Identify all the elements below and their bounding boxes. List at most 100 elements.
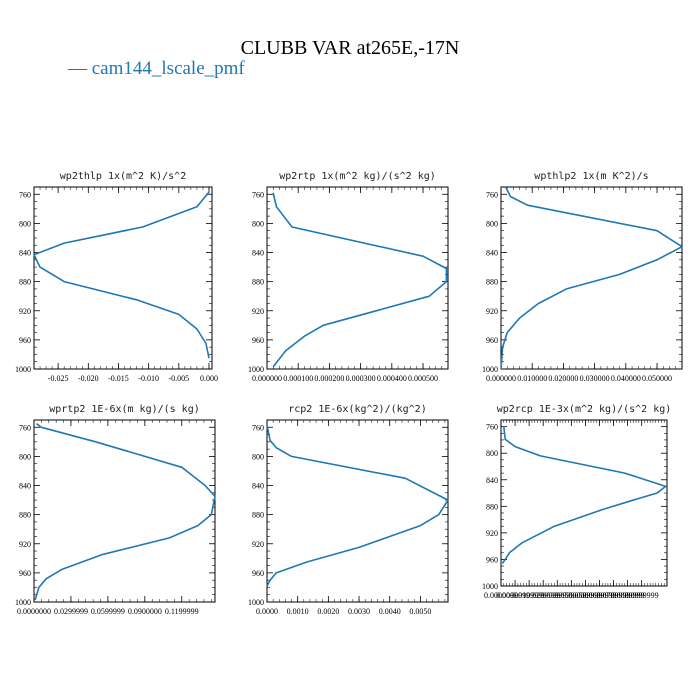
y-tick-label: 880 — [252, 278, 264, 287]
y-tick-label: 760 — [19, 190, 31, 199]
x-tick-label: 0.0000000 — [17, 607, 51, 616]
plot-frame — [500, 419, 668, 587]
y-tick-label: 1000 — [482, 582, 498, 591]
x-tick-label: 0.0000000 — [484, 591, 518, 600]
subplot-title: wp2rcp 1E-3x(m^2 kg)/(s^2 kg) — [497, 404, 672, 415]
x-tick-label: 0.0500000 — [554, 591, 588, 600]
y-tick-label: 760 — [19, 423, 31, 432]
x-tick-label: 0.0900000 — [128, 607, 162, 616]
x-tick-label: 0.0699999 — [582, 591, 616, 600]
x-tick-label: 0.0010 — [287, 607, 309, 616]
y-tick-label: 840 — [19, 482, 31, 491]
y-tick-label: 920 — [19, 307, 31, 316]
y-tick-label: 760 — [486, 190, 498, 199]
y-tick-label: 760 — [252, 423, 264, 432]
subplot-title: wpthlp2 1x(m K^2)/s — [534, 171, 648, 182]
y-tick-label: 880 — [19, 278, 31, 287]
y-tick-label: 800 — [486, 449, 498, 458]
y-tick-label: 920 — [486, 307, 498, 316]
y-tick-label: 880 — [252, 511, 264, 520]
x-tick-label: -0.015 — [108, 374, 129, 383]
x-tick-label: 0.030000 — [580, 374, 610, 383]
y-tick-label: 840 — [486, 249, 498, 258]
y-tick-label: 800 — [19, 219, 31, 228]
x-tick-label: 0.0799999 — [597, 591, 631, 600]
y-tick-label: 840 — [19, 249, 31, 258]
series-line — [272, 192, 448, 368]
series-line — [33, 191, 210, 359]
chart-title: CLUBB VAR at265E,-17N — [240, 37, 460, 59]
series-line — [501, 426, 667, 564]
y-tick-label: 920 — [252, 540, 264, 549]
y-tick-label: 800 — [486, 219, 498, 228]
subplot-4: wprtp2 1E-6x(m kg)/(s kg) 760 800 840 880 920… — [15, 404, 216, 616]
x-tick-label: 0.0899999 — [611, 591, 645, 600]
x-tick-label: 0.0199999 — [512, 591, 546, 600]
x-tick-label: 0.000000 — [252, 374, 282, 383]
legend-label: cam144_lscale_pmf — [91, 58, 245, 79]
x-tick-label: 0.010000 — [517, 374, 547, 383]
x-tick-label: 0.0050 — [409, 607, 431, 616]
y-tick-label: 960 — [252, 569, 264, 578]
plot-frame — [266, 419, 449, 603]
y-tick-label: 760 — [486, 423, 498, 432]
y-tick-label: 960 — [486, 336, 498, 345]
x-tick-label: 0.0040 — [379, 607, 401, 616]
y-tick-label: 960 — [486, 555, 498, 564]
x-tick-label: 0.0599999 — [568, 591, 602, 600]
subplot-title: rcp2 1E-6x(kg^2)/(kg^2) — [288, 404, 426, 415]
series-line — [34, 422, 216, 601]
x-tick-label: 0.020000 — [548, 374, 578, 383]
y-tick-label: 800 — [252, 452, 264, 461]
y-tick-label: 960 — [19, 336, 31, 345]
y-tick-label: 840 — [252, 482, 264, 491]
y-tick-label: 800 — [252, 219, 264, 228]
subplot-2: wp2rtp 1x(m^2 kg)/(s^2 kg) 760 800 840 880 92… — [248, 171, 449, 383]
subplot-5: rcp2 1E-6x(kg^2)/(kg^2) 760 800 840 880 920 96… — [248, 404, 449, 616]
x-tick-label: 0.0020 — [317, 607, 339, 616]
x-tick-label: 0.000 — [200, 374, 218, 383]
y-tick-label: 960 — [19, 569, 31, 578]
plot-frame — [33, 419, 216, 603]
x-tick-label: 0.0299999 — [54, 607, 88, 616]
x-tick-label: 0.000300 — [346, 374, 376, 383]
y-tick-label: 920 — [252, 307, 264, 316]
y-tick-label: 920 — [19, 540, 31, 549]
x-tick-label: 0.040000 — [611, 374, 641, 383]
x-tick-label: 0.050000 — [642, 374, 672, 383]
x-tick-label: -0.010 — [138, 374, 159, 383]
y-tick-label: 840 — [252, 249, 264, 258]
plot-frame — [33, 186, 213, 370]
series-line — [266, 424, 449, 587]
legend: — cam144_lscale_pmf — [68, 58, 245, 80]
y-tick-label: 760 — [252, 190, 264, 199]
x-tick-label: -0.020 — [78, 374, 99, 383]
subplot-title: wp2rtp 1x(m^2 kg)/(s^2 kg) — [279, 171, 436, 182]
x-tick-label: 0.0599999 — [91, 607, 125, 616]
y-tick-label: 1000 — [15, 598, 31, 607]
y-tick-label: 840 — [486, 476, 498, 485]
x-tick-label: -0.025 — [48, 374, 69, 383]
x-tick-label: 0.000200 — [314, 374, 344, 383]
x-tick-label: 0.000400 — [377, 374, 407, 383]
y-tick-label: 1000 — [482, 365, 498, 374]
x-tick-label: -0.005 — [168, 374, 189, 383]
y-tick-label: 880 — [486, 502, 498, 511]
x-tick-label: 0.000000 — [486, 374, 516, 383]
y-tick-label: 880 — [486, 278, 498, 287]
x-tick-label: 0.0299999 — [526, 591, 560, 600]
y-tick-label: 800 — [19, 452, 31, 461]
y-tick-label: 880 — [19, 511, 31, 520]
subplot-title: wprtp2 1E-6x(m kg)/(s kg) — [49, 404, 200, 415]
x-tick-label: 0.000500 — [408, 374, 438, 383]
plot-frame — [266, 186, 449, 370]
x-tick-label: 0.0030 — [348, 607, 370, 616]
x-tick-label: 0.1199999 — [165, 607, 199, 616]
y-tick-label: 1000 — [15, 365, 31, 374]
subplot-title: wp2thlp 1x(m^2 K)/s^2 — [60, 171, 186, 182]
plot-frame — [500, 186, 683, 370]
x-tick-label: 0.00999999 — [496, 591, 534, 600]
legend-line-marker: — — [68, 58, 87, 79]
x-tick-label: 0.0000 — [256, 607, 278, 616]
